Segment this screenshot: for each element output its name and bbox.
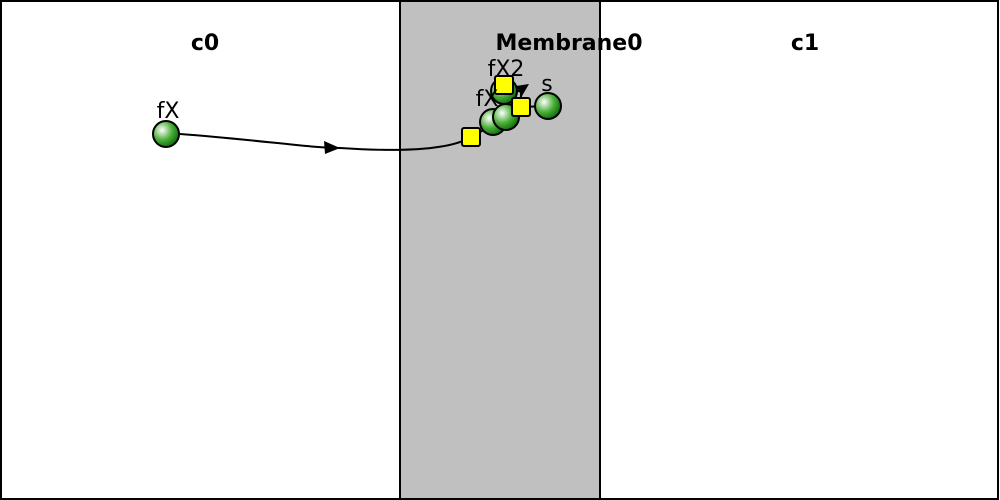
compartment-title-c1: c1 bbox=[791, 31, 819, 56]
reaction-node-2[interactable] bbox=[494, 75, 514, 95]
species-label-s: s bbox=[541, 72, 552, 97]
compartment-c1[interactable] bbox=[599, 0, 999, 500]
species-label-fX2: fX2 bbox=[488, 57, 525, 82]
compartment-title-c0: c0 bbox=[191, 31, 219, 56]
compartment-c0[interactable] bbox=[0, 0, 401, 500]
compartment-title-membrane0: Membrane0 bbox=[495, 31, 642, 56]
species-label-fX-partial: fX bbox=[476, 87, 499, 112]
species-label-fX: fX bbox=[157, 99, 180, 124]
species-fX[interactable] bbox=[152, 120, 180, 148]
reaction-node-3[interactable] bbox=[511, 97, 531, 117]
reaction-arrowhead bbox=[324, 141, 340, 154]
reaction-arrowhead-cluster bbox=[516, 84, 529, 96]
species-s[interactable] bbox=[534, 92, 562, 120]
reaction-node-1[interactable] bbox=[461, 127, 481, 147]
